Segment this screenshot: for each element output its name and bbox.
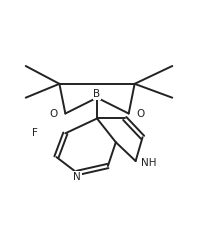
Text: NH: NH: [141, 158, 156, 168]
Text: O: O: [137, 109, 145, 119]
Text: F: F: [32, 128, 38, 138]
Text: O: O: [49, 109, 57, 119]
Text: B: B: [93, 89, 101, 99]
Text: N: N: [73, 172, 81, 182]
